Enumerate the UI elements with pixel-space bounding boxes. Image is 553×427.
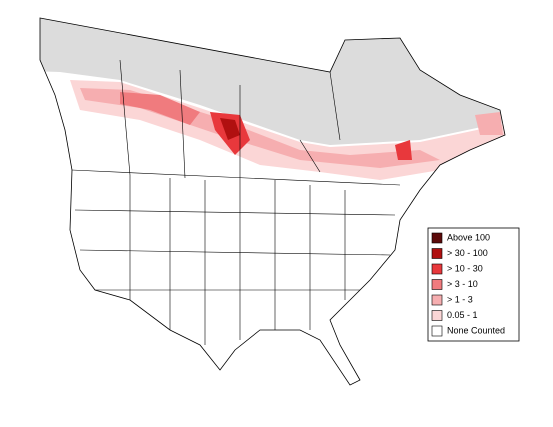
range-band xyxy=(475,112,503,135)
legend-swatch xyxy=(431,279,443,290)
borders xyxy=(71,59,401,345)
legend-label: None Counted xyxy=(447,325,505,335)
legend-box xyxy=(427,227,520,342)
legend-label: > 1 - 3 xyxy=(447,294,473,304)
legend-swatch xyxy=(431,232,443,244)
legend-swatch xyxy=(431,248,443,259)
legend-label: > 10 - 30 xyxy=(447,263,483,273)
legend-label: 0.05 - 1 xyxy=(447,310,478,320)
legend-swatch xyxy=(431,263,443,275)
legend: Above 100 > 30 - 100 > 10 - 30 > 3 - 10 > 1 … xyxy=(427,227,520,342)
range-hotspot xyxy=(395,140,412,160)
legend-swatch xyxy=(431,294,443,306)
range-hotspot xyxy=(220,118,240,140)
legend-label: > 3 - 10 xyxy=(447,279,478,289)
legend-label: Above 100 xyxy=(447,232,490,242)
range-band xyxy=(120,92,200,125)
legend-swatch xyxy=(431,310,443,321)
coastline xyxy=(39,17,506,386)
legend-label: > 30 - 100 xyxy=(447,248,488,258)
legend-swatch xyxy=(431,325,443,337)
